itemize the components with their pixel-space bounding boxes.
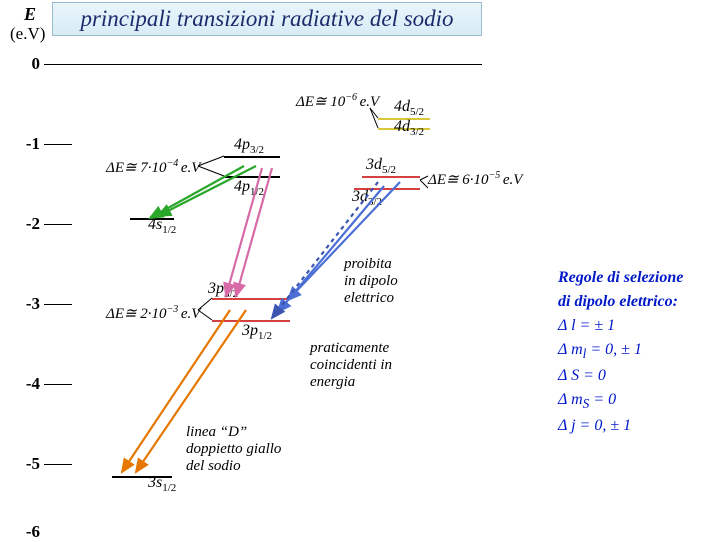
level-label-4p1/2: 4p1/2 — [234, 178, 264, 198]
rules-items: Δ l = ± 1Δ ml = 0, ± 1Δ S = 0Δ mS = 0Δ j… — [558, 314, 714, 438]
level-4p3/2 — [224, 156, 280, 158]
delta-e-label: ΔE≅ 10−6 e.V — [296, 92, 379, 111]
level-label-3p3/2: 3p3/2 — [208, 280, 238, 300]
rule-item: Δ l = ± 1 — [558, 314, 714, 338]
level-label-3p1/2: 3p1/2 — [242, 322, 272, 342]
rule-item: Δ mS = 0 — [558, 388, 714, 414]
level-3d5/2 — [362, 176, 420, 178]
annotation: praticamentecoincidenti inenergia — [310, 340, 440, 391]
tick-line — [44, 144, 72, 145]
tick-line — [44, 304, 72, 305]
diagram-stage: E (e.V) principali transizioni radiative… — [0, 0, 720, 540]
tick-label: -1 — [12, 134, 40, 154]
annotation: linea “D”doppietto giallodel sodio — [186, 424, 316, 475]
delta-e-label: ΔE≅ 2·10−3 e.V — [106, 304, 200, 323]
tick-label: -6 — [12, 522, 40, 542]
level-label-4d5/2: 4d5/2 — [394, 98, 424, 118]
level-connector — [420, 180, 428, 188]
level-label-4d3/2: 4d3/2 — [394, 118, 424, 138]
selection-rules: Regole di selezionedi dipolo elettrico: … — [558, 266, 714, 438]
level-label-3s1/2: 3s1/2 — [148, 474, 176, 494]
level-connector — [370, 108, 378, 128]
rules-title: Regole di selezionedi dipolo elettrico: — [558, 266, 714, 314]
annotation: proibitain dipoloelettrico — [344, 256, 454, 307]
rule-item: Δ j = 0, ± 1 — [558, 414, 714, 438]
tick-label: 0 — [12, 54, 40, 74]
axis-label-E: E — [24, 4, 36, 25]
level-connector — [198, 156, 224, 166]
tick-line — [44, 384, 72, 385]
tick-label: -5 — [12, 454, 40, 474]
diagram-title: principali transizioni radiative del sod… — [52, 2, 482, 36]
tick-label: -3 — [12, 294, 40, 314]
level-label-3d5/2: 3d5/2 — [366, 156, 396, 176]
axis-label-unit: (e.V) — [10, 24, 45, 44]
tick-label: -2 — [12, 214, 40, 234]
tick-line — [44, 464, 72, 465]
level-label-4p3/2: 4p3/2 — [234, 136, 264, 156]
tick-label: -4 — [12, 374, 40, 394]
tick-line — [44, 64, 482, 65]
level-connector — [420, 176, 428, 180]
tick-line — [44, 224, 72, 225]
rule-item: Δ ml = 0, ± 1 — [558, 338, 714, 364]
level-label-3d3/2: 3d3/2 — [352, 188, 382, 208]
delta-e-label: ΔE≅ 6·10−5 e.V — [428, 170, 522, 189]
level-connector — [198, 166, 224, 176]
delta-e-label: ΔE≅ 7·10−4 e.V — [106, 158, 200, 177]
rule-item: Δ S = 0 — [558, 364, 714, 388]
level-label-4s1/2: 4s1/2 — [148, 216, 176, 236]
